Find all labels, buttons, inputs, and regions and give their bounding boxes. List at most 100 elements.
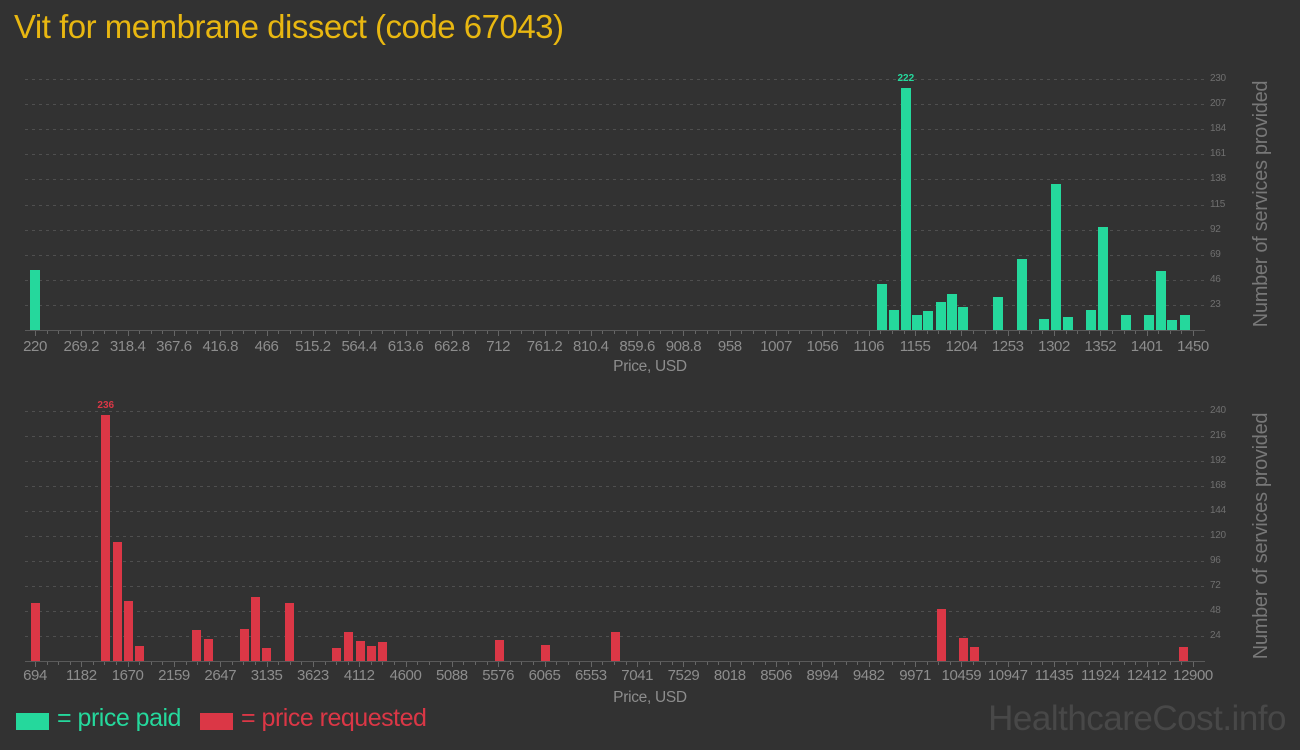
x-tick-major [451,662,453,667]
x-tick-major [961,331,963,336]
gridline [25,104,1205,106]
x-tick-minor [880,662,882,665]
x-tick-minor [185,662,187,665]
x-tick-minor [1181,331,1183,334]
x-tick-label: 10459 [941,667,982,684]
x-tick-minor [602,331,604,334]
requested-bar [958,638,968,661]
x-tick-label: 1670 [111,667,144,684]
x-tick-minor [671,331,673,334]
paid-bar [1016,259,1027,330]
x-tick-major [35,331,36,336]
x-tick-major [729,331,731,336]
x-tick-major [220,662,222,667]
gridline [25,204,1205,206]
x-tick-minor [104,662,106,665]
x-tick-label: 1204 [945,338,978,355]
x-tick-major [961,662,963,667]
gridline [25,229,1205,231]
x-tick-label: 2159 [158,667,190,684]
x-tick-major [405,662,407,667]
paid-bar [1039,319,1050,330]
x-tick-major [312,331,314,336]
x-tick-minor [382,331,384,334]
x-tick-major [266,662,268,667]
x-tick-label: 5088 [435,667,468,684]
paid-bar [958,307,969,330]
x-tick-minor [984,662,986,665]
x-tick-minor [208,662,210,665]
x-tick-minor [1181,662,1183,665]
x-tick-minor [116,331,118,334]
x-tick-minor [382,662,384,665]
paid-bar [1179,314,1190,330]
gridline [25,410,1205,412]
gridline [25,279,1205,281]
x-tick-major [127,662,129,667]
x-tick-label: 1352 [1084,338,1117,355]
x-tick-major [868,662,870,667]
x-tick-major [266,331,268,336]
x-tick-minor [880,331,882,334]
x-tick-minor [1169,662,1171,665]
x-tick-minor [243,662,245,665]
x-tick-major [683,662,685,667]
x-axis-title: Price, USD [613,358,687,375]
x-tick-label: 269.2 [63,338,100,355]
x-tick-minor [660,662,662,665]
x-tick-minor [370,331,372,334]
x-tick-minor [1123,662,1125,665]
x-tick-label: 7529 [667,667,700,684]
x-tick-label: 1007 [760,338,792,355]
y-tick-label: 230 [1210,73,1226,84]
x-tick-major [405,331,407,336]
x-tick-label: 3623 [297,667,329,684]
x-tick-minor [996,331,998,334]
paid-bar [1121,314,1132,330]
x-tick-minor [289,662,291,665]
x-tick-major [776,662,778,667]
paid-bar [946,293,957,330]
requested-bar [262,648,272,661]
x-tick-minor [891,331,893,334]
x-tick-minor [208,331,210,334]
requested-bar [366,646,376,661]
x-tick-minor [486,662,488,665]
x-tick-label: 761.2 [526,338,563,355]
y-tick-label: 138 [1210,173,1226,185]
x-tick-major [868,331,870,336]
gridline [25,485,1205,487]
x-tick-label: 1182 [65,667,97,684]
x-tick-minor [69,662,71,665]
x-tick-minor [428,331,430,334]
x-tick-major [1054,331,1056,336]
x-tick-major [1100,662,1102,667]
x-tick-major [590,662,592,667]
x-tick-label: 12900 [1173,667,1213,684]
requested-bar [101,415,111,661]
requested-bar [355,641,365,661]
x-tick-minor [324,662,326,665]
price-requested-legend-swatch [200,713,233,730]
x-tick-minor [972,331,974,334]
requested-bar [1178,647,1188,661]
x-tick-minor [556,662,558,665]
x-axis-line [25,661,1205,662]
y-tick-label: 24 [1210,629,1221,641]
x-tick-label: 10947 [987,667,1028,684]
x-tick-minor [197,662,199,665]
x-tick-major [81,331,83,336]
paid-bar [923,311,934,330]
x-tick-label: 11924 [1081,667,1120,684]
x-tick-major [637,662,639,667]
x-tick-label: 515.2 [295,338,331,355]
x-tick-minor [486,331,488,334]
x-tick-minor [255,662,257,665]
x-tick-minor [718,662,720,665]
x-tick-minor [509,662,511,665]
x-tick-minor [567,331,569,334]
requested-bar [285,602,295,661]
x-tick-minor [417,662,419,665]
x-tick-label: 1450 [1177,338,1209,355]
